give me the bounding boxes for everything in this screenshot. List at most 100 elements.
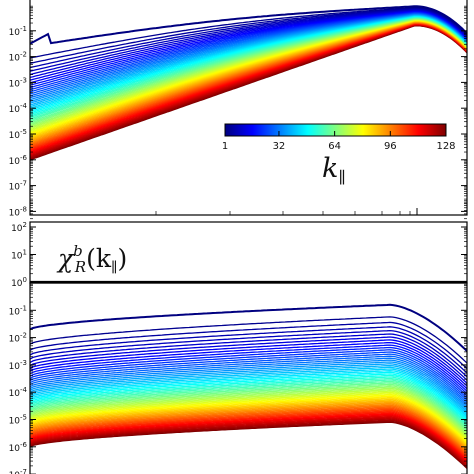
- top-series-line-3: [30, 7, 467, 64]
- bottom-series-line-40: [30, 394, 467, 443]
- top-ytick-label: 10-6: [9, 154, 28, 167]
- bottom-series-line-7: [30, 336, 467, 385]
- top-ytick-label-base: 10: [9, 105, 21, 115]
- top-ytick-label-exp: -3: [20, 76, 27, 84]
- bottom-series-line-3: [30, 321, 467, 370]
- bottom-series-line-50: [30, 406, 467, 455]
- colorbar-label-base: k: [322, 153, 338, 184]
- bottom-ytick-label: 10-6: [9, 441, 28, 454]
- top-ytick-label-base: 10: [9, 208, 21, 218]
- chi-arg-close: ): [117, 244, 127, 273]
- bottom-series-line-45: [30, 400, 467, 449]
- bottom-series-line-36: [30, 389, 467, 437]
- bottom-series-line-34: [30, 386, 467, 435]
- bottom-series-line-30: [30, 380, 467, 429]
- top-series-group: [30, 5, 467, 161]
- bottom-series-line-11: [30, 346, 467, 395]
- top-panel: 10-110-210-310-410-510-610-710-8 1 32 64 96…: [9, 0, 468, 218]
- bottom-series-line-58: [30, 415, 467, 464]
- bottom-series-line-64: [30, 421, 467, 470]
- top-ytick-label-base: 10: [9, 183, 21, 193]
- chi-sub: R: [74, 258, 86, 276]
- bottom-series-line-8: [30, 339, 467, 388]
- bottom-ytick-label: 10-4: [9, 386, 28, 399]
- bottom-series-line-17: [30, 359, 467, 408]
- top-series-line-1: [30, 5, 467, 45]
- bottom-ytick-label-exp: -2: [20, 332, 27, 340]
- bottom-series-line-63: [30, 420, 467, 469]
- bottom-y-ticks: 10-110-210-310-410-510-610-7: [9, 283, 467, 474]
- top-ytick-label: 10-4: [9, 102, 28, 115]
- bottom-series-line-6: [30, 333, 467, 382]
- bottom-series-line-1: [30, 303, 467, 353]
- bottom-ytick-label-base: 10: [9, 389, 21, 399]
- colorbar-gradient: [224, 123, 447, 137]
- colorbar-tick-label: 64: [328, 141, 341, 152]
- top-ytick-label: 10-2: [9, 51, 27, 64]
- top-ytick-label-base: 10: [9, 79, 21, 89]
- chi-annotation: χb R(k∥): [56, 242, 127, 276]
- bottom-series-line-38: [30, 391, 467, 440]
- top-ytick-label-exp: -2: [20, 51, 27, 59]
- top-x-ticks: [155, 208, 418, 215]
- bottom-series-line-2: [30, 316, 467, 365]
- bottom-ytick-label: 10-2: [9, 332, 27, 345]
- bottom-series-line-15: [30, 355, 467, 404]
- bottom-series-line-37: [30, 390, 467, 439]
- colorbar-ticks: 1 32 64 96 128: [222, 131, 456, 152]
- bottom-ytick-label: 10-7: [9, 468, 27, 474]
- colorbar-label-sub: ∥: [338, 168, 345, 187]
- bottom-series-group: [30, 303, 467, 470]
- bottom-series-line-54: [30, 410, 467, 459]
- top-ytick-label-exp: -8: [20, 205, 27, 213]
- bottom-series-line-41: [30, 395, 467, 444]
- bottom-series-line-4: [30, 326, 467, 374]
- chi-arg: (k: [86, 244, 112, 273]
- bottom-series-line-48: [30, 404, 467, 452]
- bottom-series-line-29: [30, 379, 467, 428]
- top-y-ticks: 10-110-210-310-410-510-610-710-8: [9, 5, 467, 218]
- top-ytick-label-base: 10: [9, 157, 21, 167]
- top-ytick-label-exp: -4: [20, 102, 28, 110]
- bottom-series-line-44: [30, 399, 467, 448]
- bottom-ytick-label-base: 10: [9, 417, 21, 427]
- chi-sup: b: [73, 242, 83, 260]
- bottom-series-line-5: [30, 329, 467, 378]
- middle-ytick-label: 102: [11, 221, 27, 234]
- bottom-series-line-57: [30, 414, 467, 463]
- bottom-series-line-49: [30, 405, 467, 454]
- chi-arg-sub: ∥: [111, 260, 117, 276]
- bottom-ytick-label-base: 10: [9, 307, 21, 317]
- middle-ytick-label-base: 10: [11, 252, 23, 262]
- colorbar-tick-label: 32: [273, 141, 286, 152]
- bottom-ytick-label-exp: -5: [20, 414, 27, 422]
- chi-symbol: χ: [56, 244, 75, 273]
- bottom-series-line-51: [30, 407, 467, 456]
- bottom-series-line-13: [30, 351, 467, 400]
- bottom-series-line-25: [30, 373, 467, 422]
- bottom-series-line-19: [30, 363, 467, 411]
- top-ytick-label: 10-7: [9, 180, 27, 193]
- middle-ytick-label-exp: 2: [23, 221, 27, 229]
- bottom-ytick-label: 10-3: [9, 359, 27, 372]
- middle-ytick-label-exp: 0: [23, 276, 27, 284]
- bottom-series-line-42: [30, 396, 467, 445]
- middle-ytick-label: 101: [11, 249, 27, 262]
- top-ytick-label-base: 10: [9, 131, 21, 141]
- bottom-series-line-24: [30, 371, 467, 420]
- colorbar-tick-label: 1: [222, 141, 228, 152]
- bottom-ytick-label-exp: -3: [20, 359, 27, 367]
- top-ytick-label-exp: -5: [20, 128, 27, 136]
- bottom-series-line-21: [30, 366, 467, 415]
- bottom-series-line-27: [30, 376, 467, 425]
- middle-ytick-label: 100: [11, 276, 27, 289]
- colorbar-tick-label: 128: [436, 141, 455, 152]
- bottom-series-line-55: [30, 412, 467, 460]
- bottom-series-line-59: [30, 416, 467, 465]
- top-ytick-label-base: 10: [9, 28, 21, 38]
- bottom-series-line-61: [30, 418, 467, 467]
- bottom-series-line-56: [30, 413, 467, 461]
- bottom-series-line-32: [30, 383, 467, 432]
- bottom-series-line-16: [30, 357, 467, 406]
